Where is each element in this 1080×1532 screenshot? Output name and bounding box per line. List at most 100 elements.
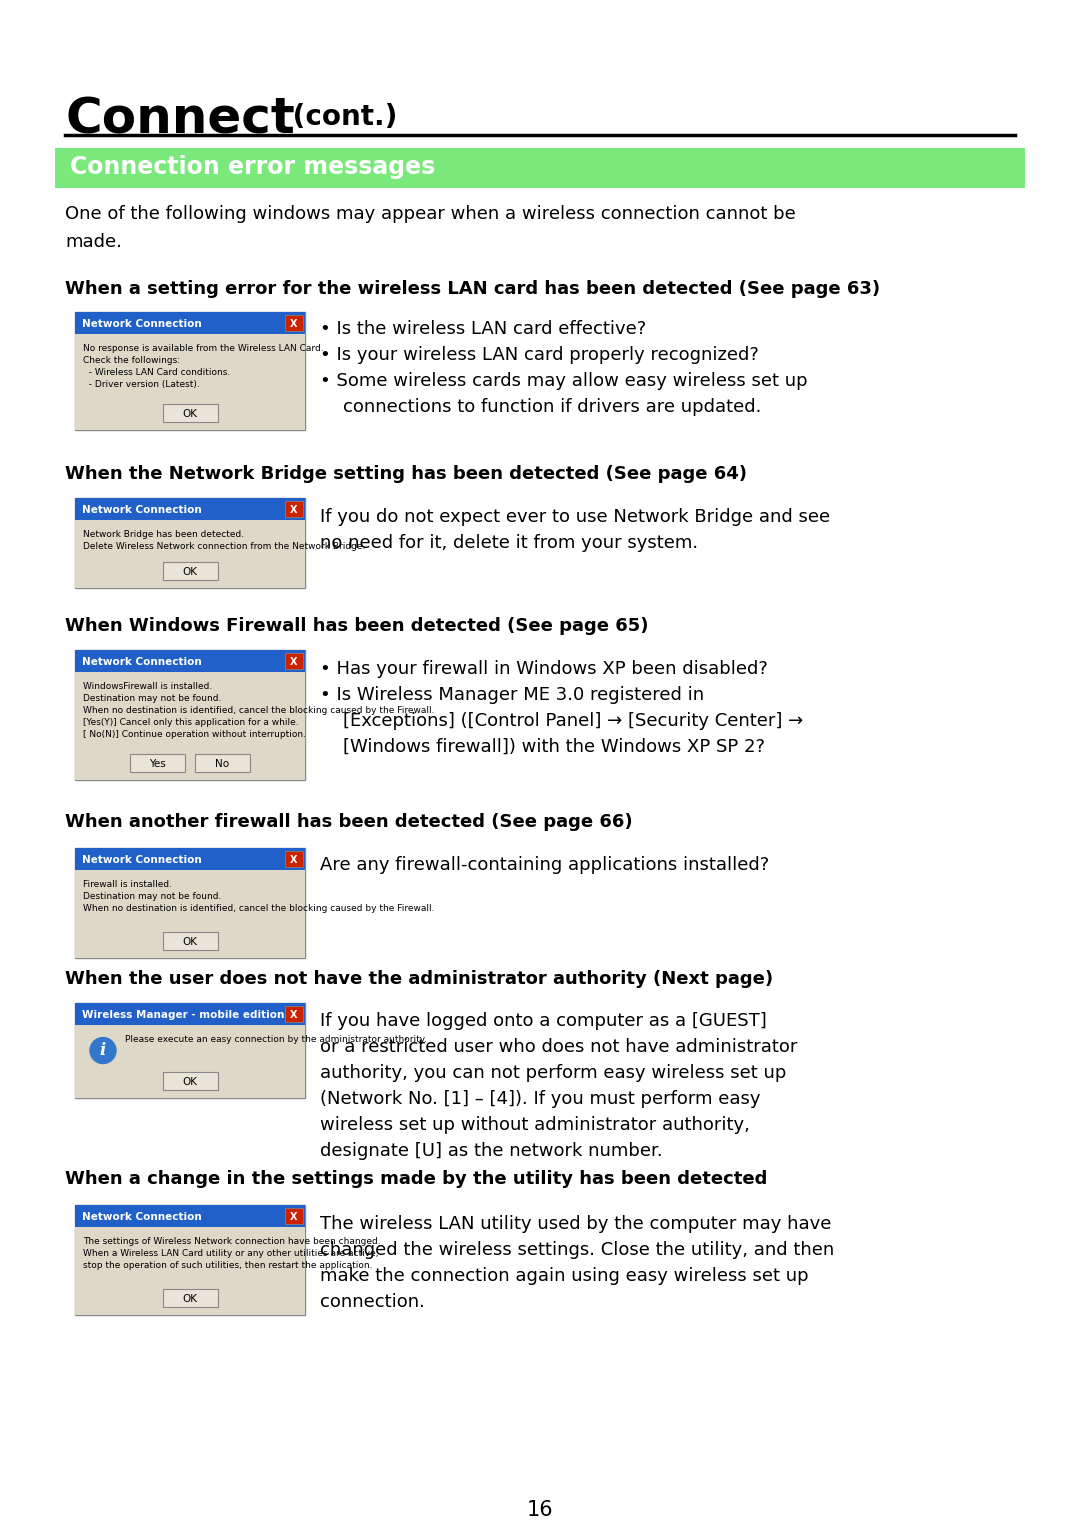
FancyBboxPatch shape bbox=[285, 1209, 303, 1224]
Text: Network Connection: Network Connection bbox=[82, 1212, 202, 1223]
FancyBboxPatch shape bbox=[162, 931, 217, 950]
Text: [Windows firewall]) with the Windows XP SP 2?: [Windows firewall]) with the Windows XP … bbox=[320, 738, 765, 755]
Text: made.: made. bbox=[65, 233, 122, 251]
FancyBboxPatch shape bbox=[285, 653, 303, 669]
Text: The wireless LAN utility used by the computer may have: The wireless LAN utility used by the com… bbox=[320, 1215, 832, 1233]
Text: Network Connection: Network Connection bbox=[82, 319, 202, 329]
FancyBboxPatch shape bbox=[285, 501, 303, 516]
FancyBboxPatch shape bbox=[75, 1206, 305, 1227]
FancyBboxPatch shape bbox=[75, 849, 305, 958]
Text: X: X bbox=[291, 657, 298, 666]
Text: One of the following windows may appear when a wireless connection cannot be: One of the following windows may appear … bbox=[65, 205, 796, 224]
Text: When a Wireless LAN Card utility or any other utilities are active,: When a Wireless LAN Card utility or any … bbox=[83, 1249, 378, 1258]
Text: Destination may not be found.: Destination may not be found. bbox=[83, 892, 221, 901]
Text: X: X bbox=[291, 506, 298, 515]
Text: Firewall is installed.: Firewall is installed. bbox=[83, 879, 172, 889]
Text: X: X bbox=[291, 1212, 298, 1223]
Text: When Windows Firewall has been detected (See page 65): When Windows Firewall has been detected … bbox=[65, 617, 648, 634]
FancyBboxPatch shape bbox=[162, 1288, 217, 1307]
Text: Connect: Connect bbox=[65, 95, 295, 142]
Text: OK: OK bbox=[183, 1295, 198, 1304]
FancyBboxPatch shape bbox=[285, 1007, 303, 1022]
Text: - Wireless LAN Card conditions.: - Wireless LAN Card conditions. bbox=[83, 368, 230, 377]
FancyBboxPatch shape bbox=[75, 1003, 305, 1098]
FancyBboxPatch shape bbox=[75, 650, 305, 673]
FancyBboxPatch shape bbox=[75, 1025, 305, 1098]
FancyBboxPatch shape bbox=[75, 334, 305, 430]
Text: Network Bridge has been detected.: Network Bridge has been detected. bbox=[83, 530, 244, 539]
Text: When a setting error for the wireless LAN card has been detected (See page 63): When a setting error for the wireless LA… bbox=[65, 280, 880, 299]
FancyBboxPatch shape bbox=[285, 850, 303, 867]
Text: When a change in the settings made by the utility has been detected: When a change in the settings made by th… bbox=[65, 1170, 768, 1187]
FancyBboxPatch shape bbox=[162, 1072, 217, 1089]
FancyBboxPatch shape bbox=[162, 562, 217, 581]
Text: connection.: connection. bbox=[320, 1293, 424, 1311]
Text: (cont.): (cont.) bbox=[283, 103, 397, 132]
FancyBboxPatch shape bbox=[75, 313, 305, 430]
Text: OK: OK bbox=[183, 567, 198, 578]
Text: no need for it, delete it from your system.: no need for it, delete it from your syst… bbox=[320, 535, 698, 552]
Text: authority, you can not perform easy wireless set up: authority, you can not perform easy wire… bbox=[320, 1065, 786, 1082]
FancyBboxPatch shape bbox=[75, 849, 305, 870]
FancyBboxPatch shape bbox=[75, 519, 305, 588]
Text: When no destination is identified, cancel the blocking caused by the Firewall.: When no destination is identified, cance… bbox=[83, 904, 434, 913]
Text: Please execute an easy connection by the administrator authority.: Please execute an easy connection by the… bbox=[125, 1036, 427, 1043]
Text: X: X bbox=[291, 319, 298, 329]
Text: Wireless Manager - mobile edition3 -: Wireless Manager - mobile edition3 - bbox=[82, 1010, 299, 1020]
FancyBboxPatch shape bbox=[75, 498, 305, 588]
Text: X: X bbox=[291, 1010, 298, 1020]
Text: make the connection again using easy wireless set up: make the connection again using easy wir… bbox=[320, 1267, 809, 1285]
FancyBboxPatch shape bbox=[75, 498, 305, 519]
FancyBboxPatch shape bbox=[75, 1227, 305, 1314]
Text: When the Network Bridge setting has been detected (See page 64): When the Network Bridge setting has been… bbox=[65, 466, 747, 483]
Text: [ No(N)] Continue operation without interruption.: [ No(N)] Continue operation without inte… bbox=[83, 731, 306, 738]
FancyBboxPatch shape bbox=[75, 313, 305, 334]
FancyBboxPatch shape bbox=[75, 673, 305, 780]
Text: (Network No. [1] – [4]). If you must perform easy: (Network No. [1] – [4]). If you must per… bbox=[320, 1089, 760, 1108]
Text: Destination may not be found.: Destination may not be found. bbox=[83, 694, 221, 703]
Text: The settings of Wireless Network connection have been changed.: The settings of Wireless Network connect… bbox=[83, 1236, 380, 1246]
Text: Are any firewall-containing applications installed?: Are any firewall-containing applications… bbox=[320, 856, 769, 873]
Text: i: i bbox=[99, 1042, 106, 1059]
Text: Network Connection: Network Connection bbox=[82, 657, 202, 666]
Text: Check the followings:: Check the followings: bbox=[83, 355, 180, 365]
Text: No: No bbox=[215, 758, 230, 769]
Text: wireless set up without administrator authority,: wireless set up without administrator au… bbox=[320, 1115, 750, 1134]
Text: • Some wireless cards may allow easy wireless set up: • Some wireless cards may allow easy wir… bbox=[320, 372, 808, 391]
Text: OK: OK bbox=[183, 409, 198, 418]
FancyBboxPatch shape bbox=[75, 870, 305, 958]
FancyBboxPatch shape bbox=[285, 316, 303, 331]
Text: If you have logged onto a computer as a [GUEST]: If you have logged onto a computer as a … bbox=[320, 1013, 767, 1030]
Text: changed the wireless settings. Close the utility, and then: changed the wireless settings. Close the… bbox=[320, 1241, 834, 1259]
Text: • Is the wireless LAN card effective?: • Is the wireless LAN card effective? bbox=[320, 320, 646, 339]
Text: stop the operation of such utilities, then restart the application.: stop the operation of such utilities, th… bbox=[83, 1261, 373, 1270]
Text: Yes: Yes bbox=[149, 758, 166, 769]
FancyBboxPatch shape bbox=[130, 754, 185, 772]
Circle shape bbox=[90, 1037, 116, 1063]
FancyBboxPatch shape bbox=[162, 404, 217, 421]
Text: connections to function if drivers are updated.: connections to function if drivers are u… bbox=[320, 398, 761, 417]
Text: or a restricted user who does not have administrator: or a restricted user who does not have a… bbox=[320, 1039, 797, 1056]
Text: Delete Wireless Network connection from the Network Bridge.: Delete Wireless Network connection from … bbox=[83, 542, 365, 552]
Text: • Is Wireless Manager ME 3.0 registered in: • Is Wireless Manager ME 3.0 registered … bbox=[320, 686, 704, 705]
Text: Connection error messages: Connection error messages bbox=[70, 155, 435, 179]
Text: [Exceptions] ([Control Panel] → [Security Center] →: [Exceptions] ([Control Panel] → [Securit… bbox=[320, 712, 804, 731]
Text: WindowsFirewall is installed.: WindowsFirewall is installed. bbox=[83, 682, 213, 691]
Text: OK: OK bbox=[183, 1077, 198, 1088]
Text: Network Connection: Network Connection bbox=[82, 855, 202, 866]
Text: X: X bbox=[291, 855, 298, 866]
Text: Network Connection: Network Connection bbox=[82, 506, 202, 515]
Text: When no destination is identified, cancel the blocking caused by the Firewall.: When no destination is identified, cance… bbox=[83, 706, 434, 715]
Text: • Is your wireless LAN card properly recognized?: • Is your wireless LAN card properly rec… bbox=[320, 346, 759, 365]
Text: - Driver version (Latest).: - Driver version (Latest). bbox=[83, 380, 200, 389]
Text: 16: 16 bbox=[527, 1500, 553, 1520]
FancyBboxPatch shape bbox=[75, 1003, 305, 1025]
FancyBboxPatch shape bbox=[75, 1206, 305, 1314]
Text: When the user does not have the administrator authority (Next page): When the user does not have the administ… bbox=[65, 970, 773, 988]
FancyBboxPatch shape bbox=[75, 650, 305, 780]
FancyBboxPatch shape bbox=[55, 149, 1025, 188]
Text: designate [U] as the network number.: designate [U] as the network number. bbox=[320, 1141, 663, 1160]
Text: No response is available from the Wireless LAN Card.: No response is available from the Wirele… bbox=[83, 345, 324, 352]
Text: [Yes(Y)] Cancel only this application for a while.: [Yes(Y)] Cancel only this application fo… bbox=[83, 719, 299, 728]
Text: • Has your firewall in Windows XP been disabled?: • Has your firewall in Windows XP been d… bbox=[320, 660, 768, 679]
